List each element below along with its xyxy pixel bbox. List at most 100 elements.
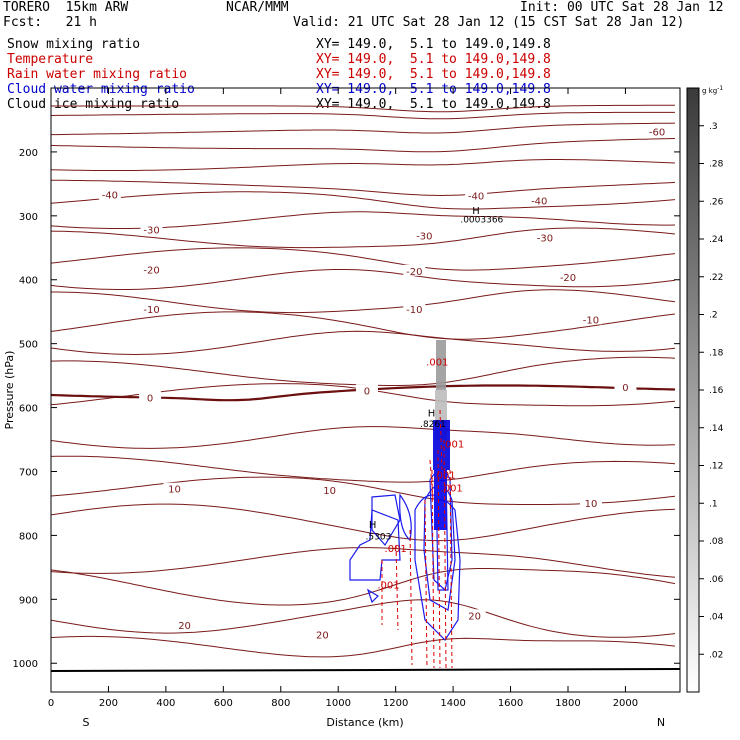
temperature-contour-label: -20 [143, 266, 159, 277]
isotherm-line [51, 426, 676, 449]
isotherm-line [51, 247, 676, 271]
field-annotation: .5303 [366, 532, 392, 542]
contour-label-bg [463, 609, 486, 621]
temperature-contour-label: 0 [622, 383, 628, 394]
contour-label-bg [465, 189, 488, 201]
field-name: Snow mixing ratio [7, 37, 141, 52]
x-axis-north: N [657, 716, 665, 729]
contour-label-bg [355, 384, 378, 396]
isotherm-line [51, 138, 676, 153]
contour-label-bg [614, 381, 637, 393]
temperature-contour-label: 20 [468, 611, 481, 622]
field-annotation: H [428, 409, 436, 420]
colorbar-tick-label: .2 [709, 311, 718, 321]
y-axis-title: Pressure (hPa) [3, 351, 16, 430]
field-annotation: .001 [377, 581, 399, 592]
field-name: Temperature [7, 52, 94, 67]
temperature-contour-label: 10 [168, 485, 181, 496]
y-tick-label: 300 [19, 212, 38, 223]
ground-line [51, 668, 680, 672]
rain-water-contour [424, 499, 428, 669]
isotherm-line [51, 547, 676, 578]
snow-column [436, 340, 446, 390]
contour-label-bg [140, 303, 163, 315]
field-annotation: .001 [442, 439, 464, 450]
colorbar-tick-label: .04 [709, 613, 724, 623]
contour-label-bg [140, 223, 163, 235]
temperature-contour-label: 0 [147, 393, 153, 404]
contour-label-bg [579, 313, 602, 325]
x-tick-label: 600 [214, 698, 233, 709]
isotherm-line [51, 356, 676, 386]
isotherm-line [51, 122, 676, 136]
y-tick-label: 400 [19, 276, 38, 287]
isotherm-line [51, 330, 676, 356]
contour-label-bg [318, 484, 341, 496]
temperature-contour-label: -40 [102, 191, 118, 202]
forecast-hour: Fcst: 21 h [3, 15, 97, 30]
isotherm-line [51, 179, 676, 197]
colorbar-tick-label: .28 [709, 160, 724, 170]
colorbar-unit: g kg-1 [702, 85, 723, 95]
y-tick-label: 1000 [13, 659, 38, 670]
isotherm-line [51, 503, 676, 542]
temperature-contour-label: 10 [323, 486, 336, 497]
y-tick-label: 200 [19, 148, 38, 159]
colorbar-tick-label: .3 [709, 122, 718, 132]
contour-label-bg [403, 303, 426, 315]
colorbar-ticks: .02 .04 .06 .08 .1 .12 .14 .16 .18 .2 .22 .24 .26 .28… [699, 122, 724, 660]
temperature-contour-label: 0 [364, 386, 370, 397]
y-tick-label: 900 [19, 595, 38, 606]
isotherm-line [51, 104, 675, 113]
isotherm-line [51, 227, 676, 249]
contour-label-bg [139, 391, 162, 403]
rain-water-contour [439, 409, 443, 471]
cloud-water-contour [371, 494, 401, 547]
field-annotation: .001 [433, 471, 455, 482]
x-tick-label: 1000 [325, 698, 350, 709]
field-xy-range: XY= 149.0, 5.1 to 149.0,149.8 [316, 97, 551, 112]
contour-label-bg [413, 229, 436, 241]
temperature-contour-label: -30 [537, 234, 553, 245]
temperature-contour-label: -10 [583, 315, 599, 326]
contour-label-bg [528, 194, 551, 206]
colorbar-tick-label: .16 [709, 386, 724, 396]
isotherm-line [51, 476, 676, 505]
temperature-contour-label: 10 [585, 499, 598, 510]
x-tick-label: 1800 [555, 698, 580, 709]
contour-label-bg [173, 618, 196, 630]
x-tick-label: 2000 [613, 698, 638, 709]
field-annotation: .0003366 [460, 215, 503, 225]
isotherm-line [51, 599, 676, 638]
field-annotation: .001 [385, 544, 407, 555]
x-axis-title: Distance (km) [326, 716, 403, 729]
colorbar-tick-label: .18 [709, 348, 724, 358]
temperature-contour-label: -10 [143, 305, 159, 316]
field-xy-range: XY= 149.0, 5.1 to 149.0,149.8 [316, 37, 551, 52]
cloud-water-contour [399, 493, 412, 542]
cloud-water-contour [435, 469, 449, 591]
colorbar-tick-label: .08 [709, 537, 724, 547]
isotherm-line [51, 455, 676, 483]
x-tick-label: 0 [48, 698, 54, 709]
isotherm-line [51, 635, 676, 658]
rain-water-contour [449, 469, 453, 669]
rain-water-contour [395, 544, 399, 631]
contour-label-bg [646, 125, 669, 137]
colorbar [686, 87, 700, 693]
rain-water-contour [443, 439, 447, 669]
colorbar-tick-label: .14 [709, 424, 724, 434]
colorbar-tick-label: .22 [709, 273, 723, 283]
field-annotation: .8261 [420, 420, 446, 430]
y-tick-label: 700 [19, 467, 38, 478]
colorbar-tick-label: .1 [709, 499, 718, 509]
x-tick-label: 1600 [498, 698, 523, 709]
init-time: Init: 00 UTC Sat 28 Jan 12 [520, 0, 724, 15]
temperature-contour-label: -40 [531, 196, 547, 207]
colorbar-tick-label: .24 [709, 235, 724, 245]
colorbar-tick-label: .06 [709, 575, 724, 585]
contour-label-bg [98, 188, 121, 200]
isotherm-line [51, 111, 675, 120]
field-annotation: H [369, 520, 377, 531]
